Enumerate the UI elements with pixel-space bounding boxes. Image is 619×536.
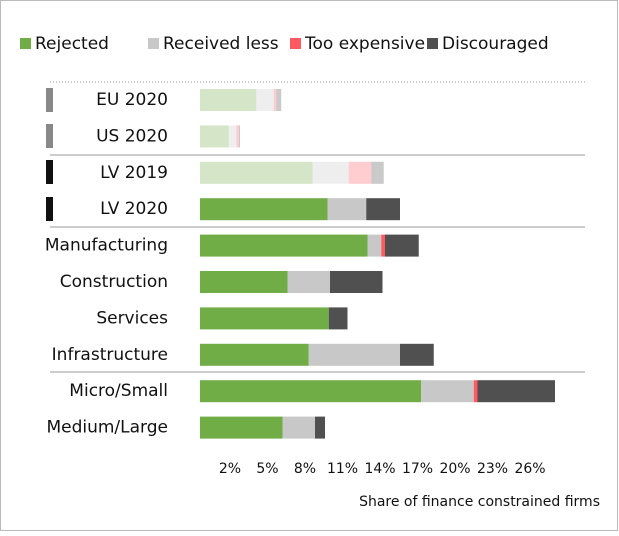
bar-segment (308, 343, 400, 366)
bar-segment (200, 416, 283, 439)
legend-label: Too expensive (304, 34, 425, 54)
bar-segment (421, 380, 474, 403)
bar-segment (200, 271, 288, 293)
legend-label: Rejected (35, 34, 109, 54)
y-tick-label: Services (96, 308, 168, 328)
legend-swatch (148, 38, 159, 49)
y-tick-label: LV 2019 (100, 163, 168, 183)
bar-segment (327, 198, 367, 221)
bar-segment (236, 125, 239, 148)
bar-segment (385, 234, 419, 257)
y-tick-label: Construction (60, 272, 168, 292)
bar-segment (256, 89, 274, 111)
bar-segment (330, 271, 383, 293)
bar-segment (287, 271, 330, 293)
y-tick-label: US 2020 (96, 126, 168, 146)
bar-segment (200, 380, 422, 403)
bar-segment (282, 416, 315, 439)
bar-segment (200, 125, 229, 148)
bar-segment (371, 161, 384, 184)
legend-swatch (20, 38, 31, 49)
bar-segment (366, 198, 400, 221)
x-tick-label: 23% (477, 461, 508, 477)
x-tick-label: 11% (327, 461, 358, 477)
legend-label: Received less (163, 34, 279, 54)
x-tick-label: 17% (402, 461, 433, 477)
bar-segment (400, 343, 434, 366)
row-marker (46, 160, 53, 184)
x-tick-label: 2% (219, 461, 241, 477)
bar-segment (200, 234, 368, 257)
bar-segment (473, 380, 478, 403)
row-marker (46, 124, 53, 148)
x-axis-label: Share of finance constrained firms (359, 494, 600, 510)
bar-segment (200, 307, 329, 330)
bar-segment (200, 198, 328, 221)
bar-segment (381, 234, 385, 257)
bar-segment (328, 307, 348, 330)
bar-segment (273, 89, 277, 111)
bar-segment (200, 343, 309, 366)
legend-label: Discouraged (442, 34, 549, 54)
y-tick-label: Medium/Large (46, 418, 168, 438)
bar-segment (200, 161, 313, 184)
bar-segment (200, 89, 257, 111)
y-tick-label: LV 2020 (100, 199, 168, 219)
x-tick-label: 26% (514, 461, 545, 477)
x-tick-label: 14% (364, 461, 395, 477)
x-tick-label: 8% (294, 461, 316, 477)
y-tick-label: EU 2020 (96, 90, 168, 110)
bar-segment (276, 89, 282, 111)
bar-segment (477, 380, 555, 403)
y-tick-label: Infrastructure (52, 345, 168, 365)
bar-segment (315, 416, 325, 439)
legend-swatch (290, 38, 301, 49)
x-tick-label: 20% (439, 461, 470, 477)
bar-segment (312, 161, 349, 184)
bar-segment (238, 125, 240, 148)
x-tick-label: 5% (256, 461, 278, 477)
y-tick-label: Micro/Small (69, 381, 168, 401)
legend-swatch (427, 38, 438, 49)
bar-segment (228, 125, 237, 148)
bar-segment (367, 234, 382, 257)
y-tick-label: Manufacturing (45, 236, 168, 256)
row-marker (46, 88, 53, 112)
row-marker (46, 197, 53, 221)
bar-segment (348, 161, 372, 184)
